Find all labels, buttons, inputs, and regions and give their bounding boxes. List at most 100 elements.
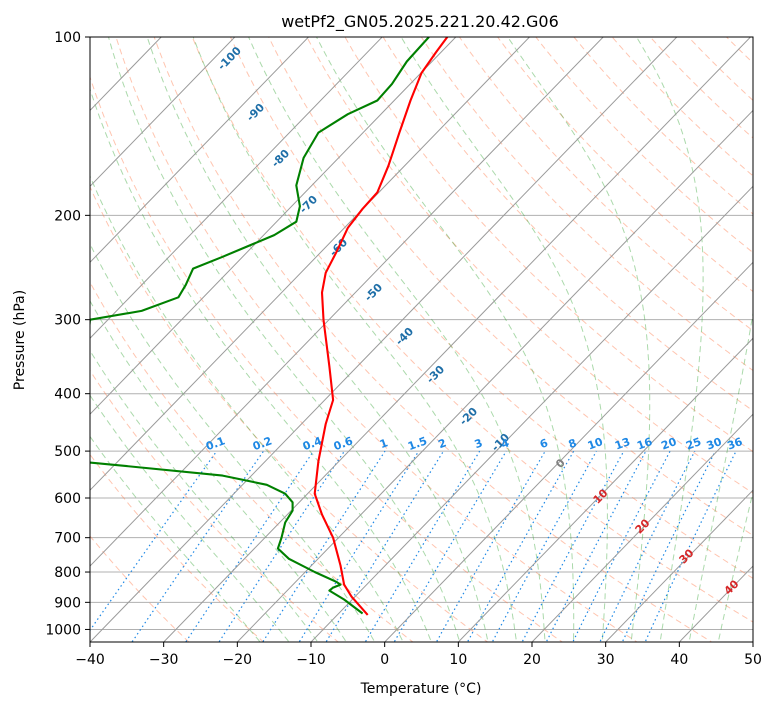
mixing-ratio-label: 36 [725, 435, 744, 453]
pressure-grid [90, 36, 753, 630]
moist-adiabat-line [90, 349, 319, 642]
moist-adiabat-line [90, 174, 404, 642]
x-tick-label: 20 [523, 652, 541, 668]
dry-adiabat-line [382, 37, 753, 412]
moist-adiabat-line [192, 37, 518, 642]
mixing-ratio-label: 8 [567, 436, 579, 451]
isotherm-line [310, 185, 753, 642]
isotherm-line [163, 37, 752, 642]
y-axis-title: Pressure (hPa) [12, 290, 28, 390]
dry-adiabat-line [496, 37, 753, 293]
mixing-ratio-line [491, 450, 597, 642]
mixing-ratio-label: 0.4 [301, 434, 324, 453]
x-tick-label: −10 [296, 652, 326, 668]
moist-adiabat-line [90, 242, 376, 642]
isotherm-line [90, 37, 236, 188]
moist-adiabat-line [688, 310, 753, 642]
dry-adiabat-line [573, 37, 753, 215]
dry-adiabat-line [344, 37, 753, 453]
moist-adiabat-line [400, 37, 608, 642]
mixing-ratio-line [599, 450, 696, 642]
mixing-ratio-line [521, 450, 625, 642]
isotherm-label: -30 [424, 363, 447, 386]
mixing-ratio-label: 13 [613, 435, 632, 452]
y-tick-label: 600 [54, 491, 81, 507]
mixing-ratio-line [298, 450, 420, 642]
isotherm-line [752, 641, 753, 642]
x-tick-label: 10 [449, 652, 467, 668]
y-tick-label: 500 [54, 444, 81, 460]
mixing-ratio-line [393, 450, 507, 642]
mixing-ratio-label: 30 [705, 435, 724, 453]
isotherm-label: -40 [393, 325, 416, 348]
y-tick-label: 200 [54, 208, 81, 224]
isotherm-line [90, 37, 531, 491]
dry-adiabat-line [115, 37, 638, 642]
temperature-profile-line [313, 37, 449, 616]
background-lines [90, 24, 775, 649]
x-tick-label: 50 [744, 652, 762, 668]
mixing-ratio-line [218, 450, 345, 642]
x-axis-title: Temperature (°C) [360, 681, 482, 697]
isotherm-line [90, 37, 310, 264]
dry-adiabat-line [420, 37, 753, 372]
dry-adiabat-line [90, 535, 190, 642]
mixing-ratio-label: 16 [635, 435, 654, 453]
mixing-ratio-line [364, 450, 481, 642]
mixing-ratio-label: 0.2 [251, 434, 274, 453]
dewpoint-profile-line [90, 37, 430, 615]
skewed-isotherms [90, 37, 753, 642]
mixing-ratio-line [466, 450, 575, 642]
moist-adiabat-label: 30 [677, 546, 697, 566]
y-tick-label: 800 [54, 565, 81, 581]
dry-adiabat-line [306, 37, 753, 494]
mixing-ratio-line [131, 450, 265, 642]
y-tick-label: 100 [54, 30, 81, 46]
moist-adiabat-line [90, 435, 261, 642]
mixing-ratio-label: 10 [586, 435, 605, 453]
isotherm-line [605, 489, 753, 642]
isotherm-line [90, 37, 383, 339]
moist-adiabat-line [248, 37, 546, 642]
dry-adiabat-line [458, 37, 753, 332]
y-tick-label: 900 [54, 595, 81, 611]
x-tick-label: −20 [223, 652, 253, 668]
dry-adiabat-line [90, 281, 414, 642]
mixing-ratio-line [435, 450, 546, 642]
mixing-ratio-label: 4 [499, 436, 511, 451]
y-tick-label: 700 [54, 531, 81, 547]
isotherm-line [236, 109, 753, 642]
dry-adiabat-line [229, 37, 753, 579]
y-tick-label: 400 [54, 387, 81, 403]
mixing-ratio-label: 25 [684, 435, 703, 452]
x-tick-label: 40 [670, 652, 688, 668]
moist-adiabat-line [90, 299, 347, 642]
mixing-ratio-line [545, 450, 647, 642]
moist-adiabat-line [90, 394, 290, 642]
mixing-ratio-label: 6 [538, 436, 550, 451]
x-tick-label: −40 [75, 652, 105, 668]
moist-adiabat-line [90, 87, 432, 642]
x-tick-label: 0 [380, 652, 389, 668]
y-tick-label: 1000 [45, 622, 81, 638]
mixing-ratio-label: 1 [378, 436, 390, 451]
moist-adiabat-line [146, 37, 489, 642]
dry-adiabat-line [191, 37, 753, 623]
moist-adiabat-line [636, 37, 704, 642]
isotherm-line [531, 413, 753, 642]
isotherm-line [384, 261, 753, 642]
x-axis: −40 −30 −20 −10 0 10 20 30 40 50 [75, 642, 762, 668]
dry-adiabat-line [153, 37, 713, 642]
mixing-ratio-label: 0.6 [332, 434, 355, 453]
dry-adiabat-line [90, 453, 265, 642]
moist-adiabat-label: 20 [633, 516, 653, 536]
mixing-ratio-label: 20 [659, 435, 678, 453]
y-tick-label: 300 [54, 313, 81, 329]
dry-adiabats [90, 24, 775, 649]
profile-series [90, 37, 449, 616]
isotherm-line [90, 37, 604, 567]
moist-adiabats [90, 37, 753, 642]
plot-frame [89, 36, 754, 643]
mixing-ratio-line [90, 450, 218, 632]
dry-adiabat-line [751, 24, 775, 649]
